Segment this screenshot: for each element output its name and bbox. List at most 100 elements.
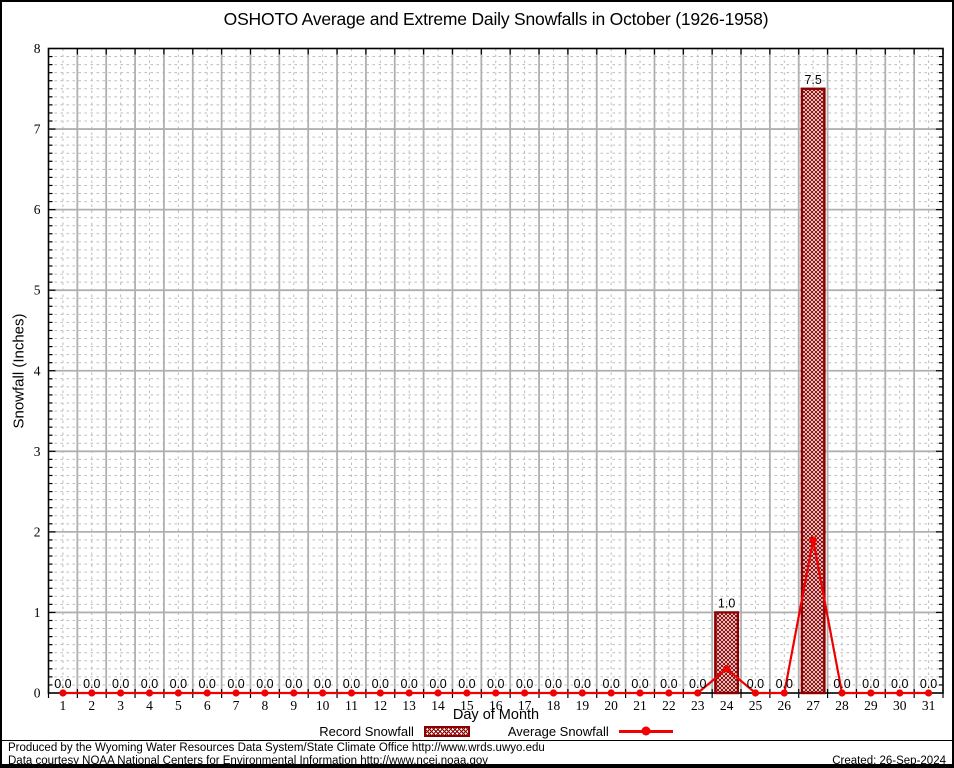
record-value-label-day-31: 0.0 — [920, 677, 937, 691]
average-marker-day-6 — [203, 689, 211, 697]
average-marker-day-15 — [463, 689, 471, 697]
record-value-label-day-4: 0.0 — [141, 677, 158, 691]
average-marker-day-16 — [492, 689, 500, 697]
average-marker-day-9 — [290, 689, 298, 697]
x-tick-label-9: 9 — [290, 698, 297, 713]
y-tick-label-4: 4 — [34, 363, 41, 378]
record-bar-day-24 — [714, 611, 740, 695]
record-bar-day-27 — [800, 87, 826, 695]
record-snowfall-swatch-icon — [423, 725, 470, 737]
average-markers — [59, 536, 933, 697]
value-labels: 0.0 0.0 0.0 0.0 0.0 0.0 0.0 0.0 0.0 0.0 0.0 0.0 0.0 0… — [54, 73, 937, 691]
average-marker-day-10 — [319, 689, 327, 697]
y-tick-label-6: 6 — [34, 202, 41, 217]
grid-major — [48, 48, 943, 693]
x-tick-label-31: 31 — [922, 698, 936, 713]
record-value-label-day-30: 0.0 — [891, 677, 908, 691]
record-value-label-day-18: 0.0 — [545, 677, 562, 691]
legend-item-record-snowfall: Record Snowfall — [319, 724, 470, 739]
record-value-label-day-3: 0.0 — [112, 677, 129, 691]
average-marker-day-25 — [751, 689, 760, 697]
x-tick-label-26: 26 — [778, 698, 792, 713]
y-tick-labels: 0 1 2 3 4 5 6 7 8 — [34, 41, 41, 701]
x-tick-label-5: 5 — [175, 698, 182, 713]
record-value-label-day-27: 7.5 — [804, 73, 821, 87]
x-tick-label-22: 22 — [662, 698, 676, 713]
x-tick-label-6: 6 — [204, 698, 211, 713]
legend-label-average-snowfall: Average Snowfall — [507, 723, 609, 739]
chart-title: OSHOTO Average and Extreme Daily Snowfal… — [223, 9, 769, 29]
average-marker-day-19 — [578, 689, 586, 697]
x-tick-label-1: 1 — [60, 698, 67, 713]
x-tick-label-27: 27 — [806, 698, 820, 713]
record-value-label-day-13: 0.0 — [400, 677, 417, 691]
footer-row2: Data courtesy NOAA National Centers for … — [8, 755, 946, 767]
average-marker-day-21 — [636, 689, 644, 697]
average-marker-day-26 — [780, 689, 788, 697]
y-tick-label-3: 3 — [34, 444, 41, 459]
record-value-label-day-28: 0.0 — [833, 677, 850, 691]
record-value-label-day-24: 1.0 — [718, 596, 735, 610]
record-value-label-day-9: 0.0 — [285, 677, 302, 691]
average-marker-day-28 — [838, 689, 846, 697]
record-value-label-day-23: 0.0 — [689, 677, 706, 691]
x-tick-label-13: 13 — [402, 698, 416, 713]
average-snowfall-line-icon — [618, 726, 673, 736]
average-marker-day-5 — [174, 689, 182, 697]
record-value-label-day-25: 0.0 — [747, 677, 764, 691]
x-tick-label-18: 18 — [547, 698, 561, 713]
record-value-label-day-15: 0.0 — [458, 677, 475, 691]
x-tick-label-16: 16 — [489, 698, 503, 713]
y-tick-label-1: 1 — [34, 605, 41, 620]
legend-label-record-snowfall: Record Snowfall — [319, 723, 414, 739]
x-tick-label-12: 12 — [374, 698, 388, 713]
average-marker-day-29 — [867, 689, 875, 697]
average-marker-day-30 — [896, 689, 904, 697]
axis-ticks — [47, 48, 944, 698]
record-value-label-day-17: 0.0 — [516, 677, 533, 691]
average-marker-day-8 — [261, 689, 269, 697]
x-tick-label-17: 17 — [518, 698, 532, 713]
x-tick-label-3: 3 — [117, 698, 124, 713]
y-tick-label-7: 7 — [34, 122, 41, 137]
average-marker-day-22 — [665, 689, 673, 697]
y-tick-label-5: 5 — [34, 283, 41, 298]
footer-produced-by: Produced by the Wyoming Water Resources … — [8, 742, 545, 754]
x-tick-label-10: 10 — [316, 698, 330, 713]
x-tick-label-20: 20 — [604, 698, 618, 713]
average-marker-day-18 — [549, 689, 558, 697]
average-marker-day-7 — [232, 689, 240, 697]
average-marker-day-31 — [924, 689, 933, 697]
y-tick-label-2: 2 — [34, 524, 41, 539]
record-value-label-day-5: 0.0 — [170, 677, 187, 691]
x-tick-label-7: 7 — [233, 698, 240, 713]
average-marker-day-24 — [722, 665, 731, 673]
record-value-label-day-20: 0.0 — [602, 677, 619, 691]
x-tick-label-2: 2 — [88, 698, 95, 713]
x-tick-label-23: 23 — [691, 698, 705, 713]
x-tick-label-24: 24 — [720, 698, 734, 713]
record-value-label-day-22: 0.0 — [660, 677, 677, 691]
x-tick-label-14: 14 — [431, 698, 445, 713]
x-tick-label-8: 8 — [262, 698, 269, 713]
record-value-label-day-29: 0.0 — [862, 677, 879, 691]
record-value-label-day-16: 0.0 — [487, 677, 504, 691]
x-axis-title: Day of Month — [452, 707, 540, 723]
x-tick-label-15: 15 — [460, 698, 474, 713]
average-marker-day-1 — [59, 689, 67, 697]
legend: Record Snowfall Average Snowfall — [36, 723, 952, 739]
average-marker-day-11 — [347, 689, 356, 697]
average-marker-day-14 — [434, 689, 442, 697]
y-tick-label-8: 8 — [34, 41, 41, 56]
record-value-label-day-10: 0.0 — [314, 677, 331, 691]
footer-data-courtesy: Data courtesy NOAA National Centers for … — [8, 755, 489, 767]
footer-created-date: Created: 26-Sep-2024 — [832, 755, 946, 767]
x-tick-label-11: 11 — [345, 698, 358, 713]
x-tick-label-28: 28 — [835, 698, 849, 713]
average-marker-day-17 — [521, 689, 529, 697]
average-marker-day-12 — [376, 689, 384, 697]
y-tick-label-0: 0 — [34, 686, 41, 701]
record-value-label-day-26: 0.0 — [776, 677, 793, 691]
